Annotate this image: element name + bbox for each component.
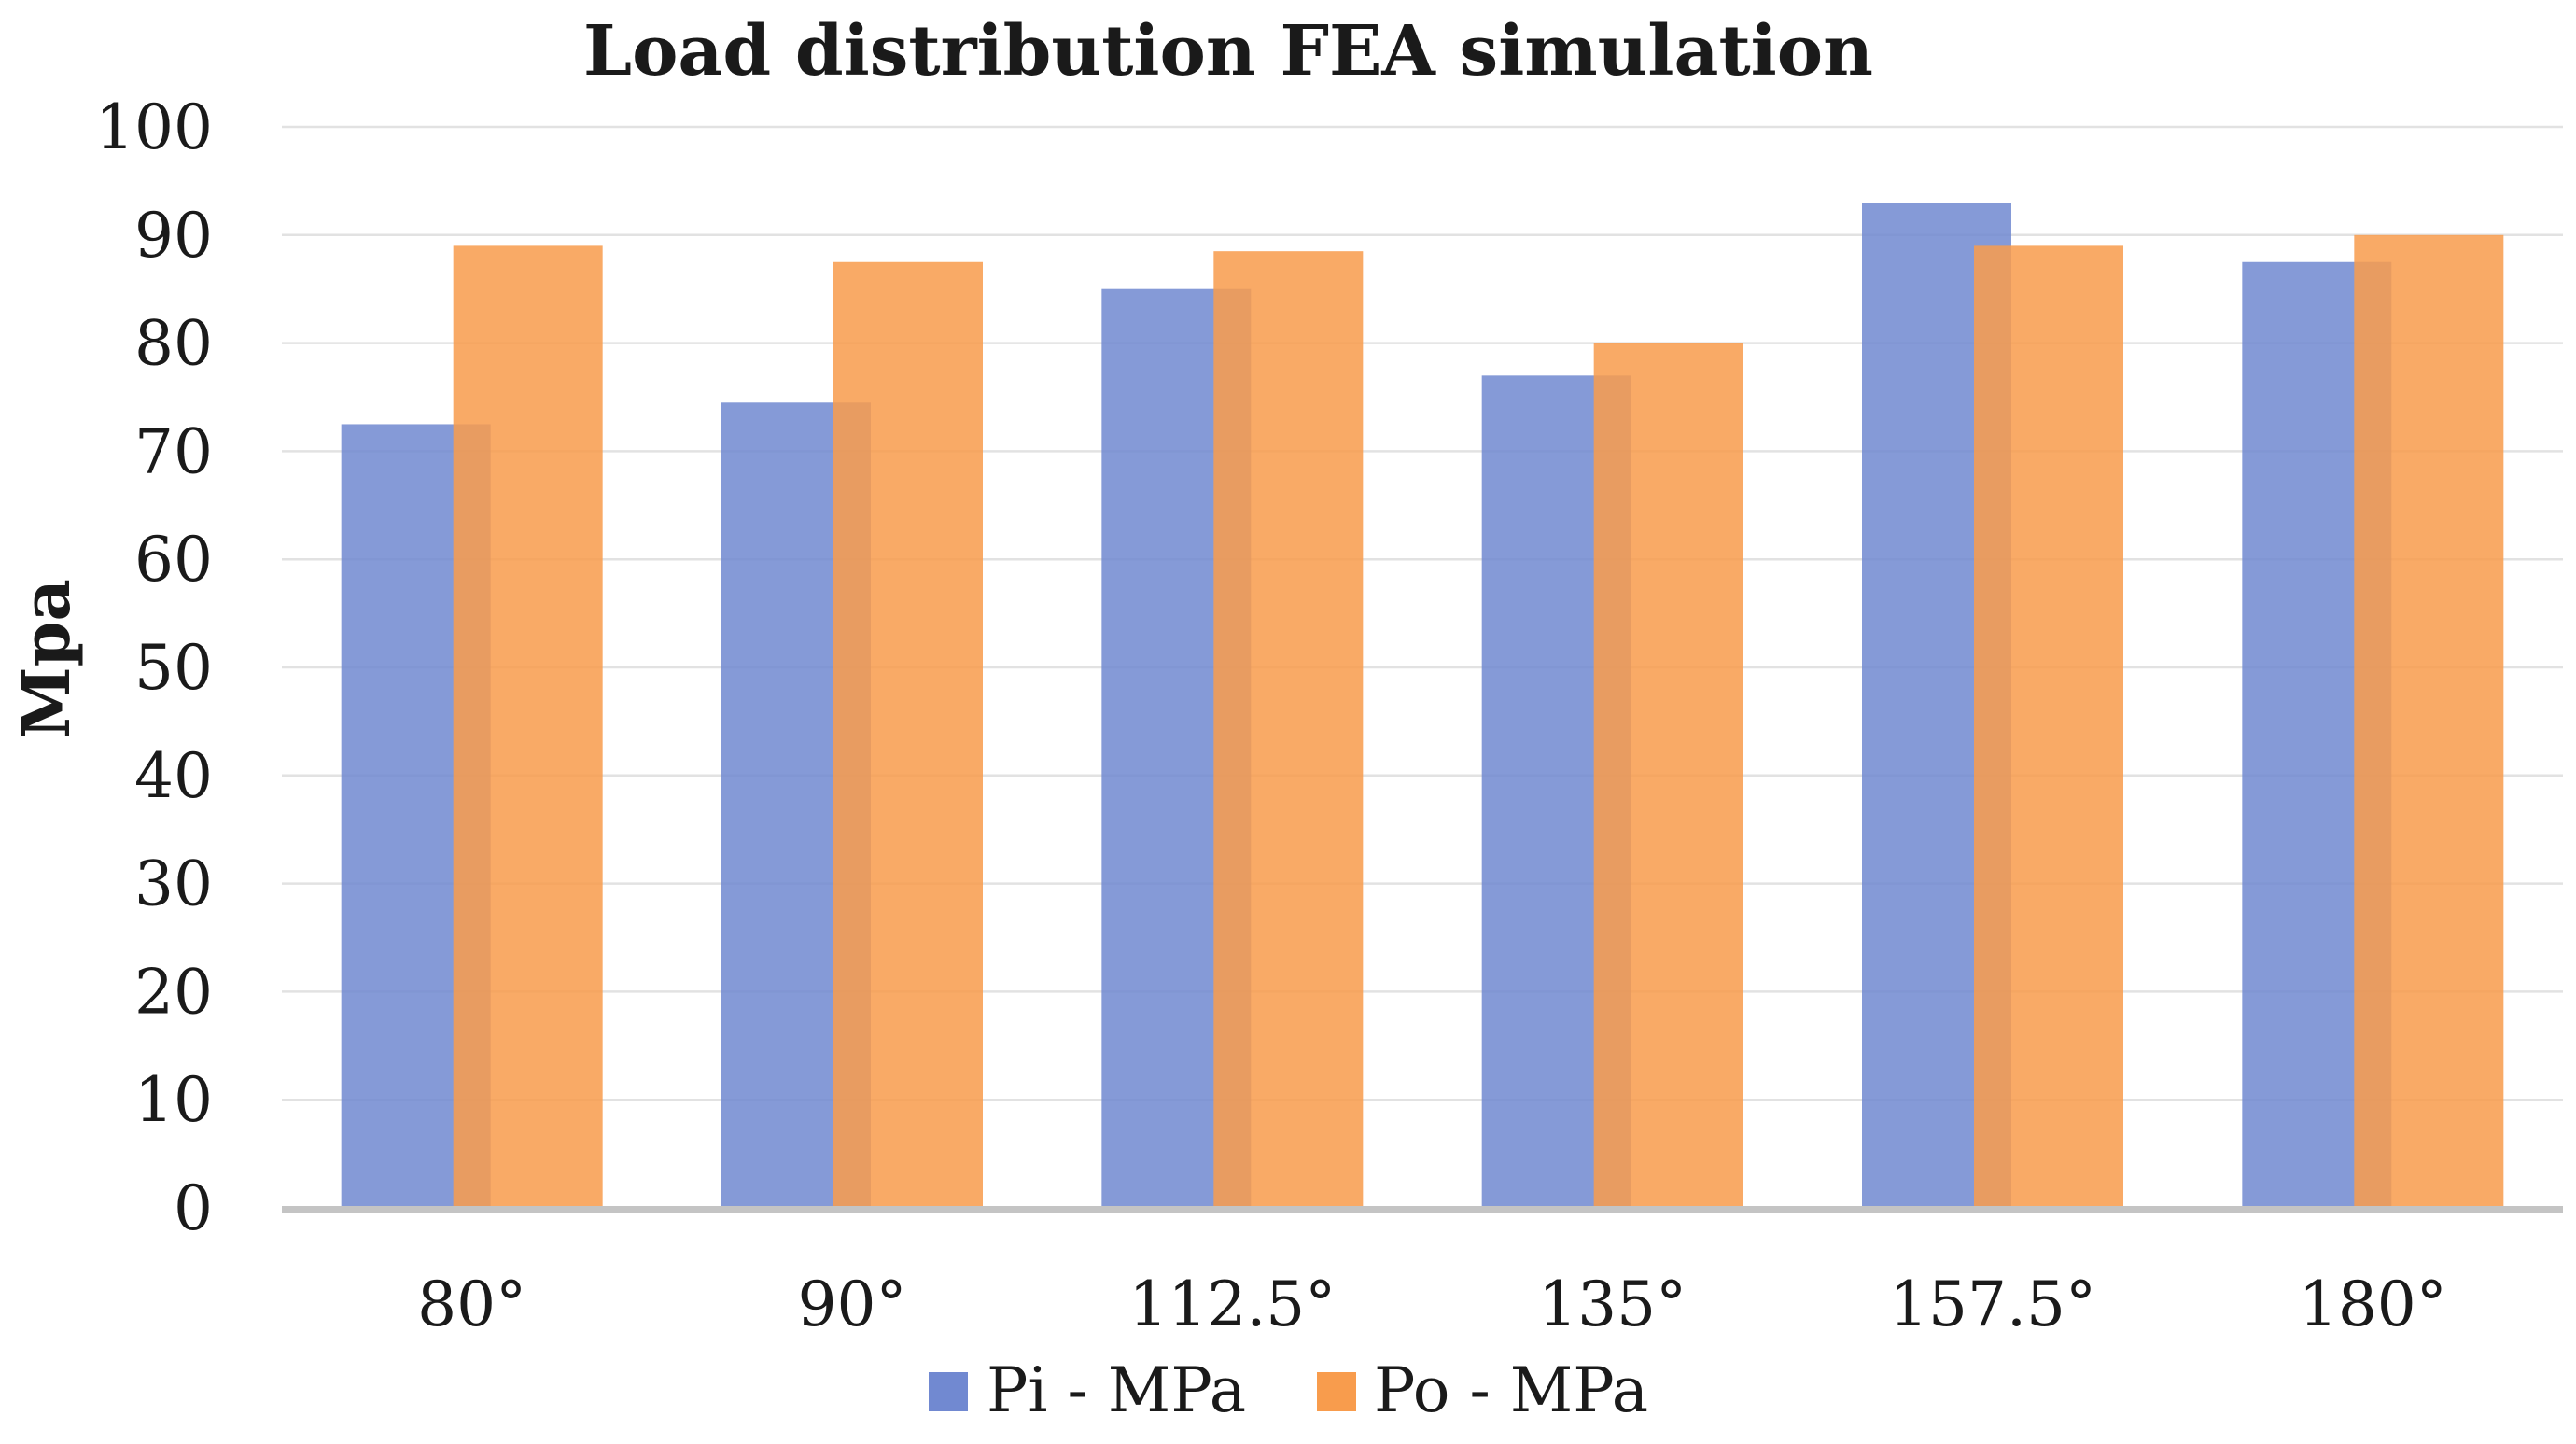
legend: Pi - MPa Po - MPa [929, 1354, 1648, 1426]
y-tick-label: 70 [134, 415, 213, 487]
x-tick-label: 157.5° [1889, 1269, 2096, 1340]
legend-label-po: Po - MPa [1374, 1354, 1648, 1426]
y-tick-label: 0 [174, 1172, 213, 1244]
bar-po-4 [1974, 245, 2123, 1208]
y-axis-ticks: 0 10 20 30 40 50 60 70 80 90 100 [95, 91, 213, 1244]
x-tick-label: 90° [798, 1269, 907, 1340]
x-tick-label: 112.5° [1128, 1269, 1336, 1340]
bar-po-0 [453, 245, 603, 1208]
y-tick-label: 90 [134, 200, 213, 272]
legend-label-pi: Pi - MPa [987, 1354, 1246, 1426]
bars [341, 203, 2504, 1209]
x-tick-label: 180° [2299, 1269, 2447, 1340]
y-tick-label: 20 [134, 956, 213, 1028]
bar-po-2 [1213, 251, 1364, 1208]
legend-swatch-pi [929, 1372, 968, 1411]
legend-swatch-po [1317, 1372, 1356, 1411]
y-tick-label: 50 [134, 632, 213, 704]
y-tick-label: 60 [134, 524, 213, 596]
x-tick-label: 80° [417, 1269, 526, 1340]
y-tick-label: 30 [134, 848, 213, 920]
y-tick-label: 40 [134, 740, 213, 812]
x-axis-ticks: 80° 90° 112.5° 135° 157.5° 180° [417, 1269, 2447, 1340]
gridlines [282, 125, 2563, 1101]
y-tick-label: 80 [134, 308, 213, 380]
y-tick-label: 10 [134, 1064, 213, 1136]
bar-po-1 [833, 261, 983, 1208]
chart-title: Load distribution FEA simulation [583, 11, 1873, 91]
bar-po-5 [2354, 234, 2504, 1208]
bar-po-3 [1593, 343, 1743, 1209]
y-tick-label: 100 [95, 91, 213, 163]
x-tick-label: 135° [1538, 1269, 1687, 1340]
y-axis-label: Mpa [7, 579, 85, 739]
